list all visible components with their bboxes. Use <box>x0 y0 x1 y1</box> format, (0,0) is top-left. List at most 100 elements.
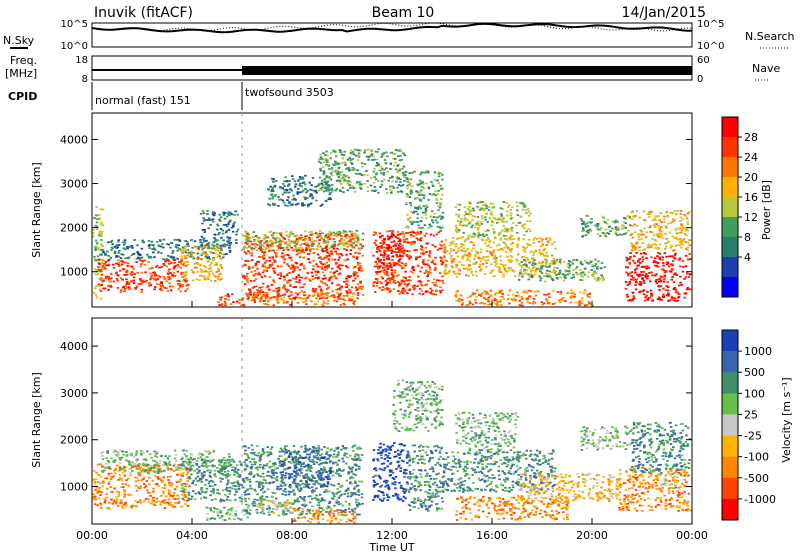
scatter-region <box>267 174 332 208</box>
freq-left-tick-top: 18 <box>75 55 88 66</box>
scatter-region <box>407 444 445 512</box>
scatter-region <box>455 495 570 521</box>
power-colorbar: 28 24 20 16 12 8 4 <box>721 116 758 298</box>
y-tick-label: 1000 <box>60 266 88 279</box>
y-tick-label: 2000 <box>60 434 88 447</box>
cpid-segment-twofsound: twofsound 3503 <box>245 86 334 99</box>
y-tick-label: 1000 <box>60 481 88 494</box>
power-colorbar-label: Power [dB] <box>760 180 773 240</box>
velocity-colorbar-label: Velocity [m s⁻¹] <box>780 377 793 462</box>
station-title: Inuvik (fitACF) <box>94 5 193 21</box>
scatter-region <box>255 499 293 514</box>
scatter-region <box>179 245 224 282</box>
colorbar-swatch <box>722 477 738 500</box>
nsearch-label: N.Search <box>745 30 795 43</box>
scatter-region <box>199 210 240 247</box>
x-tick-label: 00:00 <box>676 529 708 542</box>
cpid-panel: CPID normal (fast) 151 twofsound 3503 <box>8 82 334 110</box>
colorbar-tick-label: 500 <box>744 366 765 379</box>
colorbar-swatch <box>722 177 738 198</box>
freq-left-tick-bottom: 8 <box>82 74 88 85</box>
scatter-region <box>205 506 250 521</box>
colorbar-swatch <box>722 456 738 479</box>
noise-panel: 10^5 10^0 10^5 10^0 N.Sky N.Search <box>3 19 795 52</box>
scatter-region <box>517 472 620 503</box>
scatter-region <box>180 458 245 503</box>
scatter-region <box>579 425 632 451</box>
colorbar-tick-label: 16 <box>744 191 758 204</box>
colorbar-swatch <box>722 351 738 373</box>
scatter-region <box>242 444 364 517</box>
scatter-region <box>100 449 232 475</box>
noise-left-tick-bottom: 10^0 <box>61 41 88 52</box>
colorbar-tick-label: 8 <box>744 231 751 244</box>
power-panel: 1000 2000 3000 4000 Slant Range [km] 28 24 20… <box>30 112 773 308</box>
colorbar-swatch <box>722 372 738 394</box>
freq-label-line2: [MHz] <box>5 67 37 80</box>
nave-right-tick-bottom: 0 <box>697 74 703 85</box>
velocity-y-axis: 1000 2000 3000 4000 <box>60 340 692 494</box>
scatter-region <box>292 507 357 524</box>
freq-label-line1: Freq. <box>10 54 37 67</box>
x-tick-label: 16:00 <box>476 529 508 542</box>
colorbar-swatch <box>722 117 738 138</box>
colorbar-swatch <box>722 217 738 238</box>
scatter-region <box>242 229 365 252</box>
frequency-panel: 18 8 60 0 Freq. [MHz] Nave <box>5 54 780 85</box>
time-xlabel: Time UT <box>368 541 414 554</box>
colorbar-tick-label: 24 <box>744 151 758 164</box>
colorbar-swatch <box>722 257 738 278</box>
colorbar-swatch <box>722 330 738 352</box>
colorbar-tick-label: -500 <box>744 472 769 485</box>
scatter-region <box>624 252 692 302</box>
power-ylabel: Slant Range [km] <box>30 162 43 258</box>
scatter-region <box>454 289 595 307</box>
beam-title: Beam 10 <box>372 5 435 21</box>
x-tick-label: 20:00 <box>576 529 608 542</box>
colorbar-swatch <box>722 157 738 178</box>
scatter-region <box>454 411 520 451</box>
scatter-region <box>404 170 445 230</box>
scatter-region <box>392 379 444 433</box>
x-tick-label: 08:00 <box>276 529 308 542</box>
nave-label: Nave <box>752 62 780 75</box>
velocity-colorbar: 1000 500 100 25 -25 -100 -500 -1000 <box>721 329 776 521</box>
scatter-region <box>654 472 680 493</box>
y-tick-label: 4000 <box>60 133 88 146</box>
date-title: 14/Jan/2015 <box>622 5 706 21</box>
noise-left-tick-top: 10^5 <box>61 19 88 30</box>
velocity-ylabel: Slant Range [km] <box>30 372 43 468</box>
colorbar-tick-label: -100 <box>744 451 769 464</box>
nave-right-tick-top: 60 <box>697 55 710 66</box>
x-tick-label: 00:00 <box>76 529 108 542</box>
scatter-region <box>317 148 407 194</box>
colorbar-frame <box>721 329 739 521</box>
colorbar-swatch <box>722 414 738 436</box>
y-tick-label: 3000 <box>60 178 88 191</box>
colorbar-swatch <box>722 137 738 158</box>
cpid-segment-normal: normal (fast) 151 <box>95 94 191 107</box>
power-scatter-regions <box>92 148 692 307</box>
colorbar-tick-label: 1000 <box>744 345 772 358</box>
y-tick-label: 3000 <box>60 387 88 400</box>
scatter-region <box>517 258 606 283</box>
colorbar-swatch <box>722 237 738 258</box>
colorbar-swatch <box>722 393 738 415</box>
freq-twofsound-segment <box>242 66 692 75</box>
scatter-region <box>279 449 332 488</box>
scatter-region <box>242 232 365 300</box>
nsky-label: N.Sky <box>3 34 35 47</box>
power-y-axis: 1000 2000 3000 4000 <box>60 133 692 279</box>
colorbar-tick-label: 12 <box>744 211 758 224</box>
scatter-region <box>250 291 356 307</box>
colorbar-swatch <box>722 277 738 298</box>
x-tick-label: 12:00 <box>376 529 408 542</box>
scatter-region <box>617 467 692 512</box>
colorbar-tick-label: 100 <box>744 387 765 400</box>
time-x-axis: 00:00 04:00 08:00 12:00 16:00 20:00 00:00 <box>76 301 708 542</box>
colorbar-tick-label: 25 <box>744 408 758 421</box>
scatter-region <box>217 293 250 307</box>
scatter-region <box>97 258 190 294</box>
y-tick-label: 4000 <box>60 340 88 353</box>
